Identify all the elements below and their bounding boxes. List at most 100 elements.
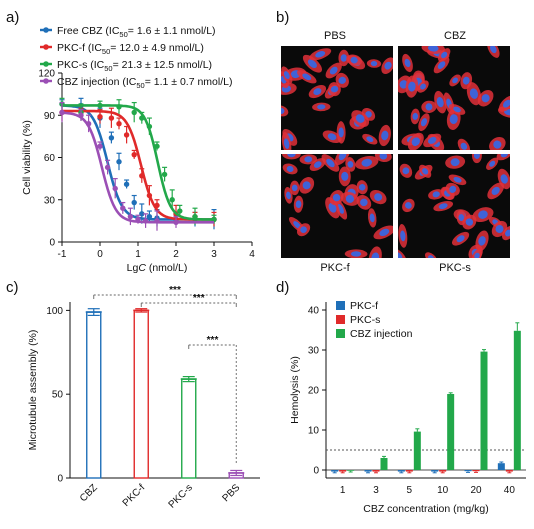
panel-label-c: c) <box>6 279 19 296</box>
cell-nucleus <box>491 186 500 195</box>
cell-nucleus <box>327 133 337 141</box>
x-tick-label: PKC-f <box>121 482 148 509</box>
data-point <box>108 135 115 141</box>
cell-nucleus <box>313 161 322 168</box>
cell-nucleus <box>465 218 474 226</box>
cell-nucleus <box>449 114 458 124</box>
bar-cbz <box>86 311 102 479</box>
data-point <box>177 208 183 214</box>
bar-cbz-injection <box>447 394 455 470</box>
y-tick-label: 40 <box>308 306 320 317</box>
legend-swatch <box>336 315 345 324</box>
significance-label: *** <box>207 335 219 346</box>
cell-nucleus <box>405 202 412 209</box>
cell-nucleus <box>366 136 374 142</box>
curve-pkc-f <box>62 109 214 221</box>
bar-cbz-injection <box>347 470 355 471</box>
cell-nucleus <box>404 58 411 68</box>
cell-nucleus <box>291 184 298 192</box>
cell-nucleus <box>460 142 468 150</box>
bar-pkc-s <box>339 470 347 472</box>
data-point <box>97 143 103 149</box>
cell-nucleus <box>481 94 490 103</box>
micrograph-title-pkc-f: PKC-f <box>320 262 350 274</box>
cell-nucleus <box>441 51 448 59</box>
data-point <box>112 185 118 192</box>
cell-nucleus <box>374 193 383 201</box>
cell-nucleus <box>474 252 480 258</box>
cell-nucleus <box>313 88 322 96</box>
cell-nucleus <box>338 127 344 138</box>
x-tick-label: 5 <box>407 485 413 496</box>
cell-nucleus <box>489 160 496 167</box>
cell-nucleus <box>317 104 326 110</box>
chart-c-microtubule-assembly: 0 50 100 Microtubule assembly (%) CBZ PKC-f PK… <box>27 285 260 511</box>
legend-marker <box>43 44 49 50</box>
cell-nucleus <box>462 76 470 85</box>
cell-nucleus <box>350 56 358 64</box>
bar-pkc-f <box>397 470 405 472</box>
cell-nucleus <box>360 198 368 207</box>
cell-nucleus <box>411 137 420 146</box>
cell-nucleus <box>350 251 362 257</box>
data-point <box>116 104 122 110</box>
data-point <box>146 213 153 220</box>
cell-nucleus <box>427 46 439 52</box>
cell-nucleus <box>493 140 502 149</box>
data-point <box>161 171 168 178</box>
cell-nucleus <box>281 107 285 115</box>
x-axis-label-main: Lg <box>127 262 139 274</box>
x-axis-label-italic: C <box>138 262 146 274</box>
y-tick-label: 100 <box>46 306 63 317</box>
bar-pkc-f <box>331 470 339 472</box>
cell-nucleus <box>450 158 460 167</box>
legend-marker <box>43 27 49 33</box>
legend-entry: CBZ injection (IC50= 1.1 ± 0.7 nmol/L) <box>57 76 232 90</box>
cell-nucleus <box>286 165 294 173</box>
cell-nucleus <box>453 106 461 113</box>
cell-nucleus <box>365 111 372 118</box>
cell-nucleus <box>340 54 348 62</box>
cell-nucleus <box>379 228 390 237</box>
cell-nucleus <box>438 203 448 209</box>
legend-suffix: = 21.3 ± 12.5 nmol/L) <box>113 59 212 71</box>
y-axis-label: Cell viability (%) <box>21 120 33 195</box>
bar-pkc-s <box>405 470 413 472</box>
x-tick-label: 2 <box>173 249 179 260</box>
panel-label-a: a) <box>6 9 19 26</box>
significance-label: *** <box>193 293 205 304</box>
cell-nucleus <box>369 213 375 223</box>
cell-nucleus <box>495 224 504 233</box>
cell-nucleus <box>422 168 429 175</box>
y-tick-label: 30 <box>308 346 320 357</box>
data-point <box>139 115 145 121</box>
cell-nucleus <box>326 158 335 168</box>
bar-pkc-s <box>472 470 480 472</box>
y-tick-label: 10 <box>308 426 320 437</box>
data-point <box>139 173 145 179</box>
cell-nucleus <box>402 167 410 175</box>
cell-nucleus <box>302 73 312 81</box>
data-point <box>97 102 103 109</box>
data-point <box>108 115 115 121</box>
cell-nucleus <box>408 81 416 92</box>
cell-nucleus <box>437 61 446 70</box>
cell-nucleus <box>500 174 508 184</box>
data-point <box>59 109 65 116</box>
curve-cbz-injection <box>61 111 214 224</box>
x-axis-label: CBZ concentration (mg/kg) <box>363 503 488 515</box>
x-tick-label: PKC-s <box>167 482 195 510</box>
y-tick-label: 120 <box>38 69 55 80</box>
legend-swatch <box>336 329 345 338</box>
data-point <box>173 219 179 225</box>
cell-nucleus <box>458 214 465 221</box>
cell-nucleus <box>328 202 337 213</box>
data-point <box>146 123 153 130</box>
x-tick-label: 40 <box>504 485 516 496</box>
micrograph-title-pkc-s: PKC-s <box>439 262 471 274</box>
data-point <box>192 213 198 220</box>
micrograph-pbs <box>281 46 393 150</box>
legend-subscript: 50 <box>104 64 112 73</box>
cell-nucleus <box>338 154 347 161</box>
